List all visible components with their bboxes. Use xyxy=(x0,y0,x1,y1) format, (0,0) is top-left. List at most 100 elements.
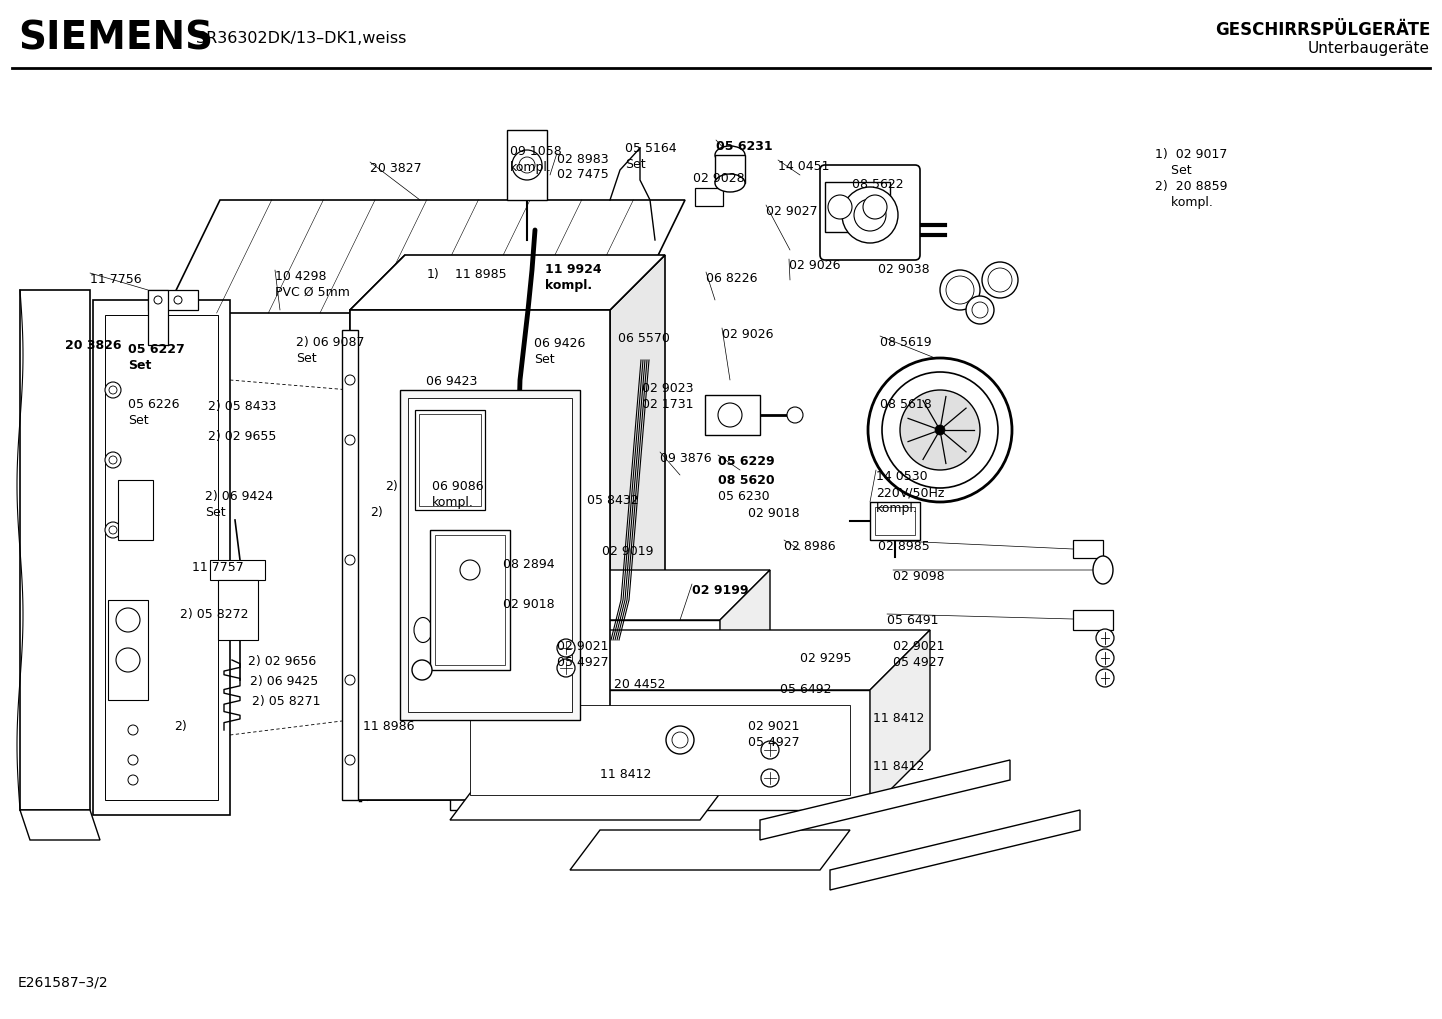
Circle shape xyxy=(128,755,138,765)
Text: 06 8226: 06 8226 xyxy=(707,272,757,285)
Polygon shape xyxy=(610,255,665,800)
Text: 06 5570: 06 5570 xyxy=(619,332,671,345)
Polygon shape xyxy=(450,690,870,810)
Polygon shape xyxy=(430,530,510,671)
Circle shape xyxy=(115,648,140,672)
FancyBboxPatch shape xyxy=(820,165,920,260)
Text: 02 8986: 02 8986 xyxy=(784,540,835,553)
Text: 05 5164: 05 5164 xyxy=(624,142,676,155)
Polygon shape xyxy=(149,290,169,345)
Text: 11 8412: 11 8412 xyxy=(872,712,924,725)
Polygon shape xyxy=(760,760,1009,840)
Text: 2) 05 8271: 2) 05 8271 xyxy=(252,695,320,708)
Text: 11 7757: 11 7757 xyxy=(192,561,244,574)
Text: 11 8412: 11 8412 xyxy=(600,768,652,781)
Text: Set: Set xyxy=(128,414,149,427)
Text: 02 9098: 02 9098 xyxy=(893,570,945,583)
Text: 2) 06 9424: 2) 06 9424 xyxy=(205,490,273,503)
Text: 05 6229: 05 6229 xyxy=(718,455,774,468)
Circle shape xyxy=(460,560,480,580)
Text: 05 4927: 05 4927 xyxy=(748,736,800,749)
Text: 05 6492: 05 6492 xyxy=(780,683,832,696)
Circle shape xyxy=(761,741,779,759)
Polygon shape xyxy=(870,630,930,810)
Text: Set: Set xyxy=(296,352,317,365)
Text: 06 9423: 06 9423 xyxy=(425,375,477,388)
Text: 08 5620: 08 5620 xyxy=(718,474,774,487)
Circle shape xyxy=(883,372,998,488)
Bar xyxy=(875,507,916,535)
Circle shape xyxy=(966,296,994,324)
Circle shape xyxy=(672,732,688,748)
Polygon shape xyxy=(570,830,849,870)
Text: 11 8412: 11 8412 xyxy=(872,760,924,773)
Text: 05 6227: 05 6227 xyxy=(128,343,185,356)
Circle shape xyxy=(934,425,945,435)
Text: 02 9026: 02 9026 xyxy=(789,259,841,272)
Circle shape xyxy=(105,522,121,538)
Text: Set: Set xyxy=(534,353,555,366)
Text: 2) 02 9655: 2) 02 9655 xyxy=(208,430,277,443)
Text: 02 7475: 02 7475 xyxy=(557,168,609,181)
Circle shape xyxy=(1096,669,1115,687)
Text: 1): 1) xyxy=(427,268,440,281)
Circle shape xyxy=(988,268,1012,292)
Polygon shape xyxy=(118,480,153,540)
Text: SR36302DK/13–DK1,weiss: SR36302DK/13–DK1,weiss xyxy=(196,31,407,46)
Text: SIEMENS: SIEMENS xyxy=(17,19,213,57)
Circle shape xyxy=(868,358,1012,502)
Circle shape xyxy=(105,382,121,398)
Polygon shape xyxy=(149,290,198,310)
Polygon shape xyxy=(399,390,580,720)
Text: kompl.: kompl. xyxy=(433,496,474,510)
Text: 05 6491: 05 6491 xyxy=(887,614,939,627)
Circle shape xyxy=(828,195,852,219)
Text: 2): 2) xyxy=(371,506,382,519)
Circle shape xyxy=(154,296,162,304)
Polygon shape xyxy=(470,705,849,795)
Text: 02 9021: 02 9021 xyxy=(557,640,609,653)
Circle shape xyxy=(946,276,973,304)
Text: 02 9028: 02 9028 xyxy=(694,172,744,185)
Text: 05 4927: 05 4927 xyxy=(893,656,945,669)
Circle shape xyxy=(787,407,803,423)
Text: 02 9023: 02 9023 xyxy=(642,382,694,395)
Text: kompl.: kompl. xyxy=(545,279,593,292)
Polygon shape xyxy=(108,600,149,700)
Text: kompl.: kompl. xyxy=(510,161,552,174)
Text: 06 9086: 06 9086 xyxy=(433,480,483,493)
Text: 02 9027: 02 9027 xyxy=(766,205,818,218)
Circle shape xyxy=(412,660,433,680)
Text: PVC Ø 5mm: PVC Ø 5mm xyxy=(275,286,350,299)
Circle shape xyxy=(900,390,981,470)
Circle shape xyxy=(345,435,355,445)
Polygon shape xyxy=(450,630,930,690)
Text: 02 9199: 02 9199 xyxy=(692,584,748,597)
Text: 11 7756: 11 7756 xyxy=(89,273,141,286)
Text: 10 4298: 10 4298 xyxy=(275,270,326,283)
Text: 11 8986: 11 8986 xyxy=(363,720,414,733)
Circle shape xyxy=(110,386,117,394)
Text: 02 8985: 02 8985 xyxy=(878,540,930,553)
Text: 2) 06 9425: 2) 06 9425 xyxy=(249,675,319,688)
Circle shape xyxy=(128,725,138,735)
Bar xyxy=(695,187,722,206)
Bar xyxy=(870,502,920,540)
Polygon shape xyxy=(211,560,265,580)
Circle shape xyxy=(718,403,743,427)
Bar xyxy=(705,395,760,435)
Ellipse shape xyxy=(1093,556,1113,584)
Circle shape xyxy=(345,555,355,565)
Text: 2)  20 8859: 2) 20 8859 xyxy=(1155,180,1227,193)
Polygon shape xyxy=(350,255,405,800)
Circle shape xyxy=(345,675,355,685)
Text: 1)  02 9017: 1) 02 9017 xyxy=(1155,148,1227,161)
Text: 08 5622: 08 5622 xyxy=(852,178,904,191)
Text: 2) 05 8433: 2) 05 8433 xyxy=(208,400,277,413)
Text: 09 3876: 09 3876 xyxy=(660,452,711,465)
Circle shape xyxy=(842,187,898,243)
Text: 2) 02 9656: 2) 02 9656 xyxy=(248,655,316,668)
Circle shape xyxy=(982,262,1018,298)
Circle shape xyxy=(345,755,355,765)
Text: 02 9026: 02 9026 xyxy=(722,328,773,341)
